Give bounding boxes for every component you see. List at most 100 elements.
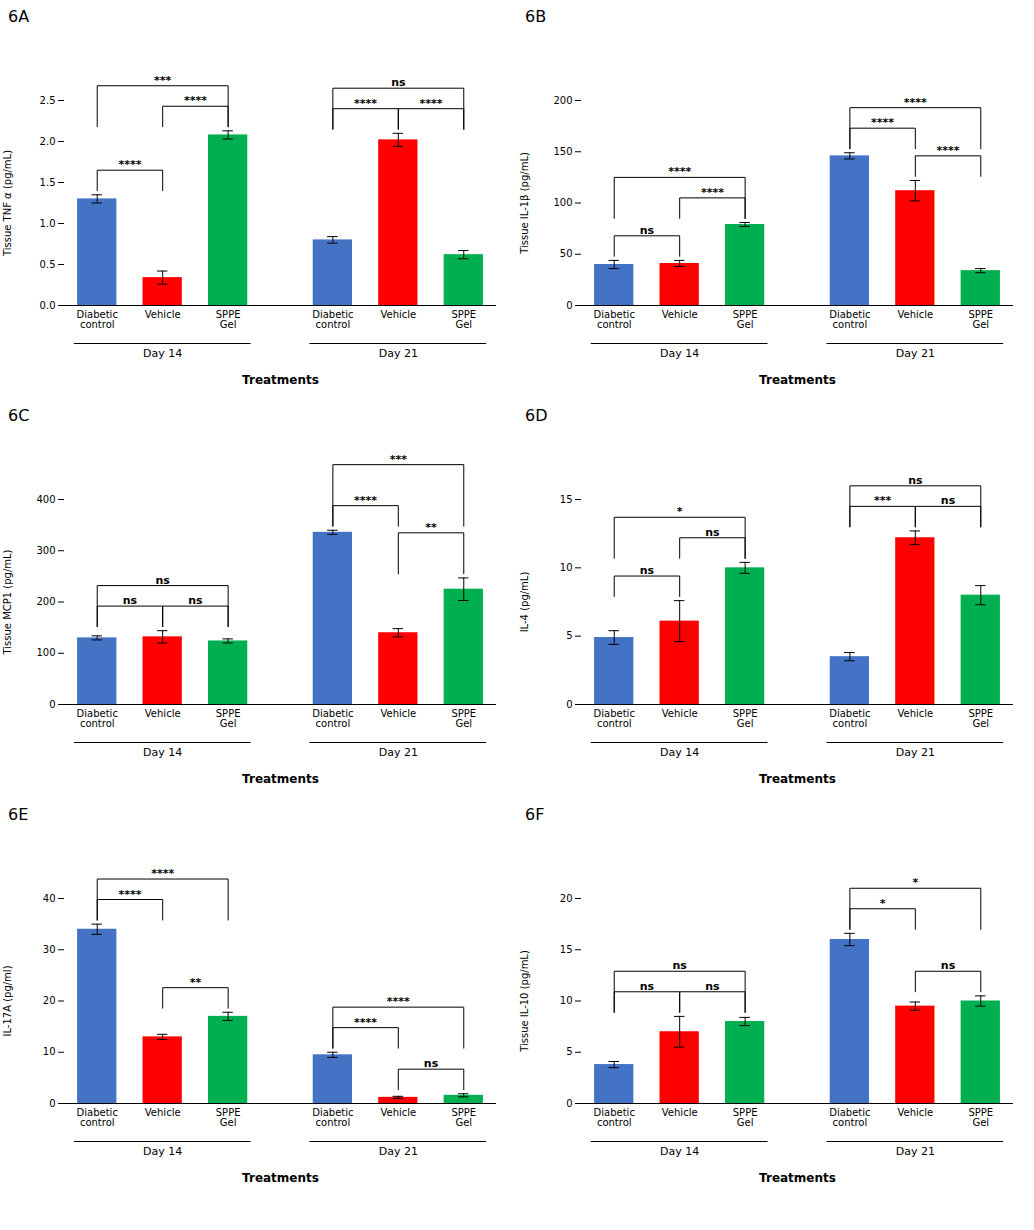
svg-text:***: *** [874, 494, 892, 507]
svg-text:****: **** [118, 158, 141, 171]
svg-text:0.0: 0.0 [40, 300, 56, 311]
svg-text:Treatments: Treatments [242, 1171, 319, 1185]
svg-text:300: 300 [36, 545, 55, 556]
svg-text:****: **** [184, 94, 207, 107]
svg-text:Vehicle: Vehicle [145, 708, 181, 719]
svg-text:ns: ns [941, 959, 956, 972]
svg-text:Day 14: Day 14 [660, 347, 699, 360]
svg-text:**: ** [190, 976, 202, 989]
svg-text:Treatments: Treatments [242, 772, 319, 786]
svg-text:15: 15 [560, 944, 573, 955]
svg-text:ns: ns [640, 564, 655, 577]
svg-text:1.5: 1.5 [40, 177, 56, 188]
svg-text:Tissue IL-1β (pg/mL): Tissue IL-1β (pg/mL) [519, 152, 530, 255]
svg-text:****: **** [904, 96, 927, 109]
svg-text:Diabeticcontrol: Diabeticcontrol [312, 1107, 353, 1128]
svg-text:2.5: 2.5 [40, 95, 56, 106]
svg-text:20: 20 [560, 893, 573, 904]
svg-text:****: **** [387, 995, 410, 1008]
svg-text:Vehicle: Vehicle [145, 309, 181, 320]
svg-text:400: 400 [36, 494, 55, 505]
svg-text:0: 0 [566, 1098, 572, 1109]
svg-text:SPPEGel: SPPEGel [216, 309, 241, 330]
svg-text:Day 21: Day 21 [896, 1145, 935, 1158]
svg-text:100: 100 [36, 647, 55, 658]
svg-text:Vehicle: Vehicle [380, 309, 416, 320]
svg-text:Diabeticcontrol: Diabeticcontrol [594, 309, 635, 330]
svg-text:****: **** [354, 1016, 377, 1029]
svg-text:Treatments: Treatments [759, 373, 836, 387]
svg-text:SPPEGel: SPPEGel [968, 708, 993, 729]
svg-text:****: **** [420, 97, 443, 110]
svg-text:Diabeticcontrol: Diabeticcontrol [312, 708, 353, 729]
svg-text:*: * [677, 505, 683, 518]
svg-text:Day 14: Day 14 [143, 1145, 182, 1158]
svg-text:Vehicle: Vehicle [662, 1107, 698, 1118]
svg-text:50: 50 [560, 248, 573, 259]
svg-text:***: *** [154, 74, 172, 87]
svg-text:Diabeticcontrol: Diabeticcontrol [829, 1107, 870, 1128]
svg-text:IL-4 (pg/mL): IL-4 (pg/mL) [519, 572, 530, 633]
svg-text:0.5: 0.5 [40, 259, 56, 270]
svg-text:10: 10 [560, 995, 573, 1006]
svg-text:***: *** [390, 453, 408, 466]
svg-text:Day 21: Day 21 [379, 746, 418, 759]
svg-text:1.0: 1.0 [40, 218, 56, 229]
svg-text:15: 15 [560, 494, 573, 505]
svg-text:*: * [912, 876, 918, 889]
svg-text:ns: ns [424, 1057, 439, 1070]
svg-text:Vehicle: Vehicle [662, 309, 698, 320]
svg-text:ns: ns [705, 526, 720, 539]
svg-text:SPPEGel: SPPEGel [733, 708, 758, 729]
svg-text:SPPEGel: SPPEGel [968, 1107, 993, 1128]
svg-text:Treatments: Treatments [242, 373, 319, 387]
svg-text:Vehicle: Vehicle [897, 708, 933, 719]
svg-text:SPPEGel: SPPEGel [733, 1107, 758, 1128]
svg-text:10: 10 [560, 562, 573, 573]
svg-text:Day 21: Day 21 [896, 347, 935, 360]
svg-text:Diabeticcontrol: Diabeticcontrol [594, 708, 635, 729]
svg-text:Vehicle: Vehicle [897, 1107, 933, 1118]
svg-text:SPPEGel: SPPEGel [216, 708, 241, 729]
svg-text:SPPEGel: SPPEGel [968, 309, 993, 330]
svg-text:30: 30 [43, 944, 56, 955]
svg-text:ns: ns [705, 980, 720, 993]
svg-text:Vehicle: Vehicle [662, 708, 698, 719]
svg-text:Day 14: Day 14 [143, 347, 182, 360]
svg-text:SPPEGel: SPPEGel [216, 1107, 241, 1128]
svg-text:Diabeticcontrol: Diabeticcontrol [77, 708, 118, 729]
svg-text:**: ** [425, 521, 437, 534]
svg-text:5: 5 [566, 1046, 572, 1057]
svg-text:Diabeticcontrol: Diabeticcontrol [77, 1107, 118, 1128]
svg-text:ns: ns [941, 494, 956, 507]
svg-text:0: 0 [49, 1098, 55, 1109]
svg-text:ns: ns [640, 980, 655, 993]
svg-text:Tissue IL-10 (pg/mL): Tissue IL-10 (pg/mL) [519, 950, 530, 1053]
svg-text:SPPEGel: SPPEGel [451, 708, 476, 729]
svg-text:*: * [880, 897, 886, 910]
svg-text:ns: ns [908, 474, 923, 487]
svg-text:SPPEGel: SPPEGel [451, 309, 476, 330]
svg-text:ns: ns [640, 224, 655, 237]
svg-text:Day 14: Day 14 [143, 746, 182, 759]
svg-text:SPPEGel: SPPEGel [451, 1107, 476, 1128]
svg-text:0: 0 [566, 699, 572, 710]
svg-text:150: 150 [553, 146, 572, 157]
svg-text:****: **** [354, 494, 377, 507]
svg-text:Diabeticcontrol: Diabeticcontrol [594, 1107, 635, 1128]
svg-text:100: 100 [553, 197, 572, 208]
svg-text:ns: ns [155, 574, 170, 587]
svg-text:Diabeticcontrol: Diabeticcontrol [77, 309, 118, 330]
svg-text:Day 21: Day 21 [379, 347, 418, 360]
svg-text:Tissue TNF α (pg/mL): Tissue TNF α (pg/mL) [2, 150, 13, 257]
svg-text:****: **** [701, 186, 724, 199]
svg-text:Vehicle: Vehicle [145, 1107, 181, 1118]
svg-text:Vehicle: Vehicle [897, 309, 933, 320]
svg-text:****: **** [871, 116, 894, 129]
svg-text:Day 14: Day 14 [660, 746, 699, 759]
svg-text:Day 21: Day 21 [379, 1145, 418, 1158]
svg-text:****: **** [118, 888, 141, 901]
svg-text:Diabeticcontrol: Diabeticcontrol [829, 708, 870, 729]
svg-text:IL-17A (pg/ml): IL-17A (pg/ml) [2, 965, 13, 1036]
svg-text:200: 200 [36, 596, 55, 607]
